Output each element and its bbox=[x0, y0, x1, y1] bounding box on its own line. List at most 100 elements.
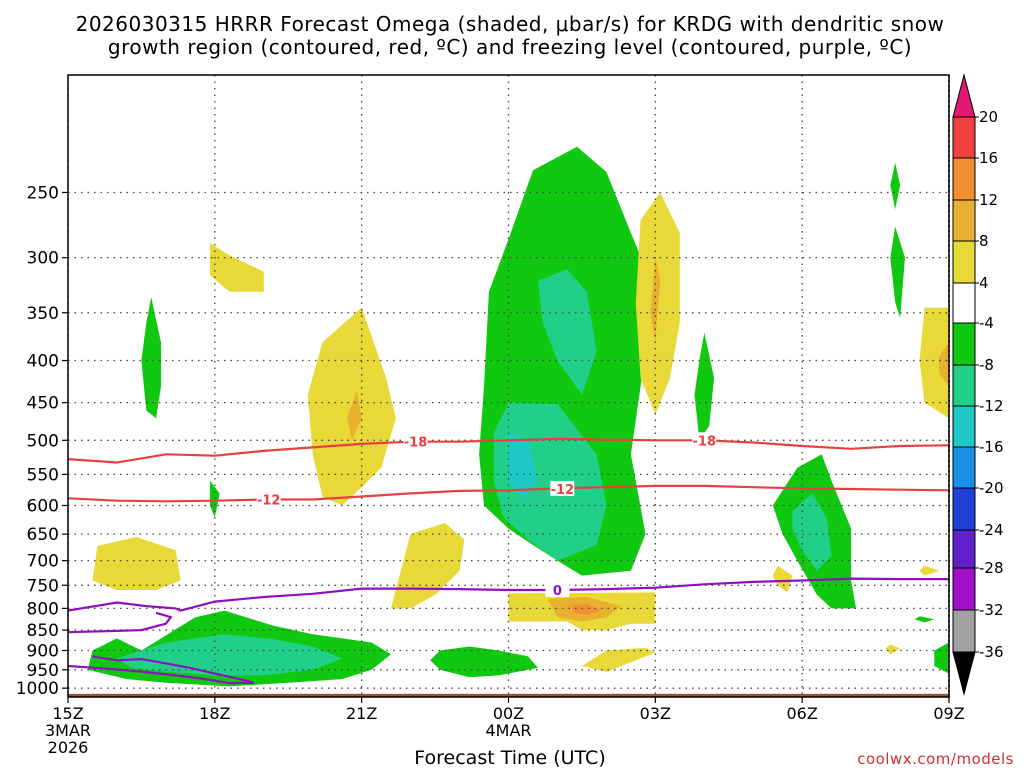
colorbar-swatch-7 bbox=[952, 364, 976, 407]
dgz-minus18-label-2: -18 bbox=[693, 434, 717, 449]
x-tick-label-06Z: 06Z bbox=[787, 704, 818, 723]
dgz-minus12-label: -12 bbox=[257, 494, 281, 509]
dgz-minus18-label-2-bg bbox=[692, 432, 717, 448]
colorbar-swatch-bottom bbox=[952, 651, 976, 696]
colorbar-label--20: -20 bbox=[979, 479, 1004, 497]
ground-bar bbox=[68, 693, 949, 697]
colorbar-label--4: -4 bbox=[979, 314, 994, 332]
credit-text: coolwx.com/models bbox=[857, 750, 1014, 768]
colorbar-swatch-9 bbox=[952, 446, 976, 489]
colorbar-label-20: 20 bbox=[979, 108, 998, 126]
omega-region-sinking-1 bbox=[537, 269, 597, 395]
freezing-level-contour-low bbox=[67, 655, 255, 685]
colorbar-label--28: -28 bbox=[979, 559, 1004, 577]
y-tick-label-850: 850 bbox=[27, 621, 59, 641]
x-tick-sublabel-3MAR: 3MAR bbox=[45, 721, 91, 740]
dgz-minus12-label-bg bbox=[256, 491, 281, 507]
omega-region-rising-31 bbox=[885, 644, 901, 655]
colorbar-swatch-3 bbox=[952, 199, 976, 242]
y-tick-label-250: 250 bbox=[27, 183, 59, 203]
y-tick-label-1000: 1000 bbox=[16, 679, 59, 699]
x-tick-sublabel-4MAR: 4MAR bbox=[485, 721, 531, 740]
colorbar-swatch-top bbox=[952, 73, 976, 118]
chart-title-line2: growth region (contoured, red, ºC) and f… bbox=[108, 35, 912, 59]
dgz-minus12-contour bbox=[67, 484, 950, 503]
omega-region-sinking-14 bbox=[914, 616, 935, 623]
dgz-minus12-label-2-bg bbox=[550, 481, 575, 497]
omega-region-rising-30 bbox=[919, 565, 940, 576]
dgz-minus12-label-2: -12 bbox=[551, 483, 575, 498]
x-tick-label-18Z: 18Z bbox=[199, 704, 230, 723]
omega-region-rising-22 bbox=[572, 603, 602, 615]
colorbar-swatch-12 bbox=[952, 567, 976, 611]
colorbar-label-4: 4 bbox=[979, 274, 989, 292]
colorbar: 20 16 12 8 4 -4 -8 -12 -16 -20 -24 -28 -32 -36 bbox=[952, 73, 1004, 696]
y-tick-label-800: 800 bbox=[27, 599, 59, 619]
colorbar-swatch-2 bbox=[952, 157, 976, 201]
colorbar-label-16: 16 bbox=[979, 149, 998, 167]
y-tick-label-300: 300 bbox=[27, 249, 59, 269]
x-tick-sublabel-2026: 2026 bbox=[48, 738, 89, 757]
y-tick-label-750: 750 bbox=[27, 576, 59, 596]
x-tick-label-15Z: 15Z bbox=[52, 704, 83, 723]
y-tick-label-950: 950 bbox=[27, 661, 59, 681]
omega-region-rising-19 bbox=[650, 257, 661, 343]
dgz-minus18-contour bbox=[67, 437, 950, 464]
freezing-level-label: 0 bbox=[553, 584, 562, 599]
omega-region-rising-26 bbox=[919, 307, 949, 419]
y-tick-label-600: 600 bbox=[27, 497, 59, 517]
x-tick-label-03Z: 03Z bbox=[640, 704, 671, 723]
omega-region-sinking-12 bbox=[890, 162, 901, 210]
plot-area: -18 -18 -12 -12 0 bbox=[67, 74, 950, 698]
y-tick-label-700: 700 bbox=[27, 552, 59, 572]
colorbar-swatch-1 bbox=[952, 116, 976, 159]
y-tick-label-350: 350 bbox=[27, 304, 59, 324]
x-axis-label: Forecast Time (UTC) bbox=[414, 747, 605, 768]
omega-region-rising-29 bbox=[581, 647, 656, 672]
colorbar-swatch-5 bbox=[952, 282, 976, 324]
y-tick-label-500: 500 bbox=[27, 431, 59, 451]
omega-region-rising-25 bbox=[391, 523, 465, 609]
omega-region-rising-27 bbox=[939, 342, 949, 387]
chart-title-line1: 2026030315 HRRR Forecast Omega (shaded, … bbox=[76, 12, 945, 36]
omega-region-rising-17 bbox=[347, 390, 362, 441]
dgz-minus18-label: -18 bbox=[404, 436, 428, 451]
colorbar-swatch-10 bbox=[952, 487, 976, 531]
colorbar-label--16: -16 bbox=[979, 438, 1004, 456]
dgz-minus18-label-bg bbox=[403, 433, 428, 449]
omega-region-rising-24 bbox=[209, 243, 264, 292]
colorbar-label--32: -32 bbox=[979, 601, 1004, 619]
colorbar-label-8: 8 bbox=[979, 232, 989, 250]
colorbar-swatch-11 bbox=[952, 529, 976, 569]
omega-region-rising-23 bbox=[92, 536, 181, 590]
y-tick-label-450: 450 bbox=[27, 394, 59, 414]
omega-region-sinking-11 bbox=[694, 332, 715, 441]
colorbar-label--24: -24 bbox=[979, 521, 1004, 539]
freezing-level-contour bbox=[67, 577, 949, 612]
freezing-level-contour-b bbox=[67, 611, 173, 634]
x-tick-label-21Z: 21Z bbox=[346, 704, 377, 723]
y-tick-label-400: 400 bbox=[27, 352, 59, 372]
x-tick-label-09Z: 09Z bbox=[933, 704, 964, 723]
omega-region-sinking-9 bbox=[141, 297, 161, 419]
colorbar-label-12: 12 bbox=[979, 191, 998, 209]
colorbar-label--8: -8 bbox=[979, 356, 994, 374]
omega-region-sinking-7 bbox=[792, 493, 832, 571]
colorbar-label--36: -36 bbox=[979, 643, 1004, 661]
colorbar-swatch-13 bbox=[952, 609, 976, 653]
colorbar-swatch-4 bbox=[952, 240, 976, 284]
omega-region-rising-28 bbox=[772, 565, 793, 593]
x-tick-label-00Z: 00Z bbox=[493, 704, 524, 723]
colorbar-swatch-8 bbox=[952, 405, 976, 448]
freezing-level-label-bg bbox=[545, 582, 570, 598]
y-axis: 2503003504004505005506006507007508008509… bbox=[16, 183, 68, 699]
y-tick-label-900: 900 bbox=[27, 641, 59, 661]
omega-region-sinking-13 bbox=[890, 226, 905, 318]
omega-region-sinking-3 bbox=[508, 433, 538, 500]
colorbar-swatch-6 bbox=[952, 322, 976, 366]
omega-region-sinking-15 bbox=[934, 642, 949, 674]
y-tick-label-550: 550 bbox=[27, 465, 59, 485]
colorbar-label--12: -12 bbox=[979, 397, 1004, 415]
